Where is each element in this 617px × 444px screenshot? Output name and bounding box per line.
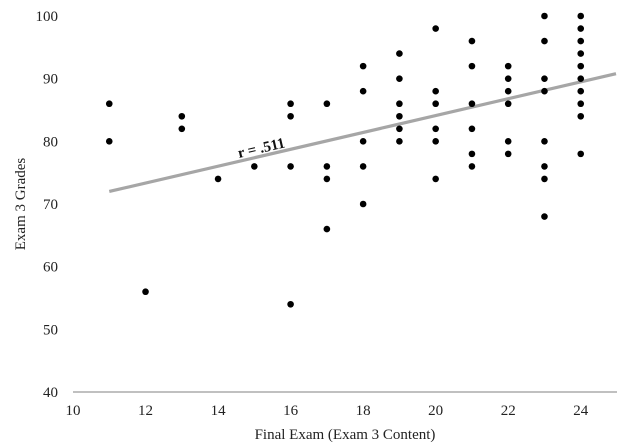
correlation-annotation: r = .511 (236, 135, 286, 161)
data-point (504, 62, 512, 70)
data-point (396, 100, 403, 108)
y-tick-label: 40 (43, 385, 58, 401)
data-point (504, 87, 512, 95)
data-point (541, 175, 548, 183)
data-point (468, 150, 476, 158)
data-point (287, 112, 294, 120)
data-point (396, 112, 403, 120)
data-point (396, 75, 403, 82)
data-point (504, 138, 512, 145)
data-point (504, 75, 512, 82)
data-point (251, 163, 258, 170)
data-point (541, 213, 548, 220)
data-point (105, 138, 113, 145)
data-point (214, 175, 222, 183)
data-point (105, 100, 113, 108)
data-point (287, 163, 294, 170)
data-point (577, 12, 585, 20)
data-point (396, 50, 403, 57)
data-point (287, 100, 294, 108)
data-point (323, 100, 331, 108)
data-point (577, 150, 585, 158)
x-tick-label: 20 (428, 403, 443, 419)
y-tick-label: 90 (43, 72, 58, 88)
data-point (359, 87, 367, 95)
y-tick-label: 80 (43, 134, 58, 150)
data-point (396, 138, 403, 145)
data-point (432, 100, 439, 108)
data-point (396, 125, 403, 133)
data-point (541, 138, 548, 145)
x-tick-label: 22 (501, 403, 516, 419)
data-point (577, 100, 585, 108)
data-point (178, 125, 186, 133)
trendline (108, 72, 617, 194)
data-point (577, 50, 585, 57)
data-point (323, 163, 331, 170)
data-point (504, 150, 512, 158)
data-point (432, 175, 439, 183)
data-point (287, 300, 294, 308)
data-point (504, 100, 512, 108)
data-point (359, 163, 367, 170)
data-point (432, 87, 439, 95)
data-point (359, 138, 367, 145)
data-point (577, 25, 585, 32)
x-tick-label: 12 (138, 403, 153, 419)
y-tick-label: 50 (43, 322, 58, 338)
data-point (468, 62, 476, 70)
data-point (468, 163, 476, 170)
x-axis-label: Final Exam (Exam 3 Content) (255, 427, 436, 443)
data-point (577, 87, 585, 95)
data-point (577, 75, 585, 82)
data-point (359, 62, 367, 70)
data-point (432, 25, 439, 32)
x-tick-label: 16 (283, 403, 299, 419)
y-tick-label: 60 (43, 260, 58, 276)
data-point (541, 163, 548, 170)
data-point (432, 138, 439, 145)
data-point (323, 175, 331, 183)
data-point (468, 37, 476, 45)
data-point (541, 75, 548, 82)
data-point (468, 100, 476, 108)
data-point (541, 37, 548, 45)
data-points (105, 12, 585, 308)
x-tick-label: 18 (356, 403, 371, 419)
data-point (359, 200, 367, 208)
data-point (577, 62, 585, 70)
x-tick-label: 24 (573, 403, 589, 419)
y-tick-label: 70 (43, 197, 58, 213)
x-axis-ticks: 10 12 14 16 18 20 22 24 (66, 403, 589, 419)
data-point (432, 125, 439, 133)
y-tick-label: 100 (36, 9, 59, 25)
x-tick-label: 10 (66, 403, 81, 419)
x-tick-label: 14 (211, 403, 227, 419)
data-point (323, 225, 331, 233)
y-axis-ticks: 40 50 60 70 80 90 100 (36, 9, 59, 401)
data-point (178, 112, 186, 120)
data-point (541, 87, 548, 95)
data-point (577, 37, 585, 45)
data-point (541, 12, 548, 20)
data-point (468, 125, 476, 133)
y-axis-label: Exam 3 Grades (13, 158, 29, 251)
data-point (577, 112, 585, 120)
data-point (142, 288, 149, 296)
